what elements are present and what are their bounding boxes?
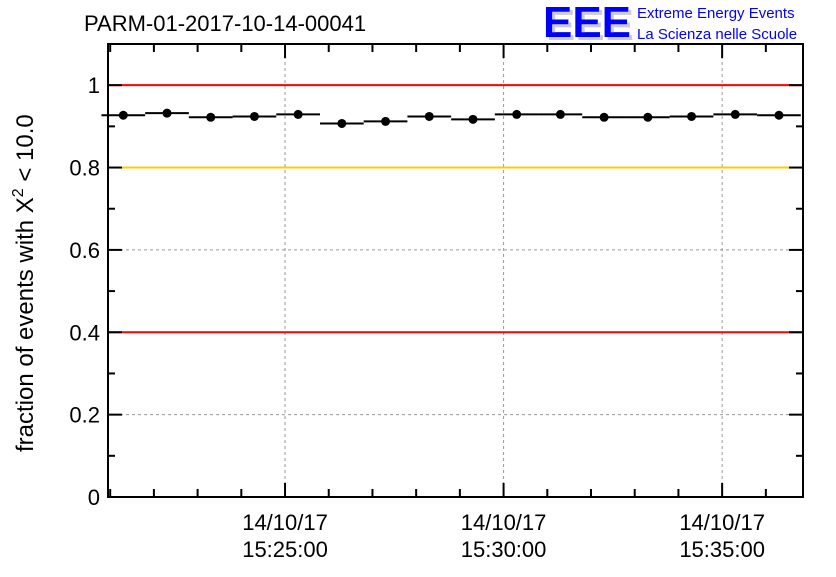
chart-title: PARM-01-2017-10-14-00041 xyxy=(84,11,366,36)
x-tick-date: 14/10/17 xyxy=(461,510,547,535)
data-point xyxy=(599,112,609,122)
data-point xyxy=(162,108,172,118)
x-tick-time: 15:30:00 xyxy=(461,537,547,562)
x-tick-date: 14/10/17 xyxy=(679,510,765,535)
data-point xyxy=(512,109,522,119)
y-tick-label: 0.4 xyxy=(69,320,100,345)
y-tick-label: 0.6 xyxy=(69,238,100,263)
grid xyxy=(108,44,803,497)
reference-lines xyxy=(108,84,803,334)
plot-frame xyxy=(107,43,804,498)
data-points xyxy=(101,108,801,128)
data-point xyxy=(424,111,434,121)
axes: 00.20.40.60.8114/10/1715:25:0014/10/1715… xyxy=(69,43,803,562)
data-point xyxy=(337,118,347,128)
data-point xyxy=(293,109,303,119)
data-point xyxy=(206,112,216,122)
y-tick-label: 1 xyxy=(88,73,100,98)
data-point xyxy=(468,114,478,124)
y-tick-label: 0 xyxy=(88,485,100,510)
data-point xyxy=(118,110,128,120)
x-tick-time: 15:25:00 xyxy=(242,537,328,562)
data-point xyxy=(249,111,259,121)
data-point xyxy=(643,112,653,122)
data-point xyxy=(381,116,391,126)
y-axis-label: fraction of events with X2 < 10.0 xyxy=(10,114,39,452)
x-tick-date: 14/10/17 xyxy=(242,510,328,535)
data-point xyxy=(555,109,565,119)
logo-line2: La Scienza nelle Scuole xyxy=(637,26,797,43)
data-point xyxy=(687,111,697,121)
y-tick-label: 0.8 xyxy=(69,156,100,181)
data-point xyxy=(774,110,784,120)
logo-letters: EEE xyxy=(543,0,631,47)
y-tick-label: 0.2 xyxy=(69,403,100,428)
x-tick-time: 15:35:00 xyxy=(679,537,765,562)
data-point xyxy=(730,109,740,119)
logo-line1: Extreme Energy Events xyxy=(637,5,795,22)
eee-logo: EEE Extreme Energy Events La Scienza nel… xyxy=(543,0,797,47)
